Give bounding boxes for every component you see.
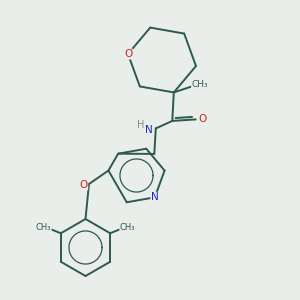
- Text: O: O: [124, 49, 132, 59]
- Text: H: H: [137, 120, 144, 130]
- Text: N: N: [145, 125, 153, 135]
- Text: O: O: [80, 180, 88, 190]
- Text: O: O: [198, 114, 206, 124]
- Text: CH₃: CH₃: [36, 223, 51, 232]
- Text: CH₃: CH₃: [192, 80, 208, 89]
- Text: N: N: [151, 192, 159, 202]
- Text: CH₃: CH₃: [120, 223, 135, 232]
